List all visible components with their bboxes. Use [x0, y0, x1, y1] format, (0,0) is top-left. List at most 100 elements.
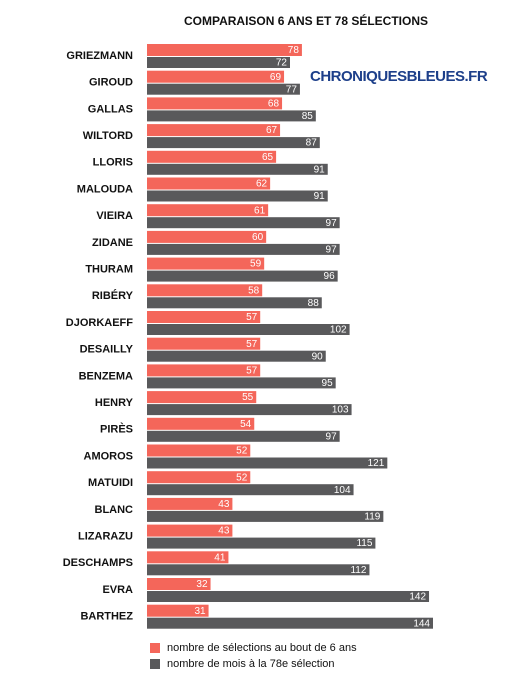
value-label: 91: [314, 191, 326, 202]
bar: [147, 44, 302, 56]
bar: [147, 311, 261, 323]
bar: [147, 364, 261, 377]
bar: [147, 537, 376, 549]
bar: [147, 444, 251, 457]
value-label: 41: [214, 552, 226, 563]
bar: [147, 337, 261, 350]
bar: [147, 471, 251, 484]
value-label: 52: [236, 472, 248, 483]
category-label: DESAILLY: [80, 344, 134, 356]
category-label: GIROUD: [89, 77, 133, 89]
bar: [147, 404, 352, 416]
value-label: 97: [326, 431, 338, 442]
category-label: PIRÈS: [100, 423, 133, 436]
value-label: 91: [314, 164, 326, 175]
value-label: 32: [196, 579, 208, 590]
bar: [147, 564, 370, 576]
bar: [147, 604, 209, 617]
category-label: BENZEMA: [79, 370, 133, 382]
value-label: 103: [332, 405, 349, 416]
bar: [147, 83, 300, 95]
value-label: 115: [356, 538, 372, 549]
bar: [147, 150, 277, 163]
value-label: 52: [236, 446, 248, 457]
value-label: 104: [334, 485, 351, 496]
legend-swatch: [150, 659, 160, 669]
bar: [147, 284, 263, 297]
category-label: EVRA: [102, 584, 133, 596]
value-label: 61: [254, 205, 266, 216]
bar: [147, 457, 388, 469]
bar: [147, 163, 328, 175]
value-label: 43: [218, 526, 230, 537]
bar: [147, 137, 320, 149]
value-label: 62: [256, 179, 268, 190]
bar: [147, 484, 354, 496]
value-label: 43: [218, 499, 230, 510]
legend-label: nombre de sélections au bout de 6 ans: [167, 642, 357, 654]
category-label: DESCHAMPS: [63, 557, 133, 569]
value-label: 31: [194, 606, 206, 617]
bar: [147, 497, 233, 510]
value-label: 77: [286, 84, 298, 95]
value-label: 88: [308, 298, 320, 309]
category-label: BLANC: [95, 504, 134, 516]
value-label: 57: [246, 339, 258, 350]
bar: [147, 617, 433, 629]
bar: [147, 524, 233, 537]
value-label: 65: [262, 152, 274, 163]
bar: [147, 297, 322, 309]
bar: [147, 551, 229, 564]
value-label: 97: [326, 218, 338, 229]
value-label: 57: [246, 312, 258, 323]
bar: [147, 350, 326, 362]
watermark: CHRONIQUESBLEUES.FR: [310, 68, 488, 85]
value-label: 87: [306, 138, 318, 149]
bar: [147, 70, 285, 83]
legend-label: nombre de mois à la 78e sélection: [167, 658, 335, 670]
bar: [147, 391, 257, 404]
category-label: RIBÉRY: [92, 289, 134, 302]
value-label: 96: [324, 271, 336, 282]
bar: [147, 270, 338, 282]
bar: [147, 204, 269, 217]
category-label: ZIDANE: [92, 237, 133, 249]
value-label: 69: [270, 72, 282, 83]
chart-title: COMPARAISON 6 ANS ET 78 SÉLECTIONS: [184, 13, 428, 28]
bar: [147, 124, 281, 137]
value-label: 112: [350, 565, 366, 576]
value-label: 102: [330, 325, 347, 336]
bar: [147, 190, 328, 202]
category-label: BARTHEZ: [80, 611, 133, 623]
category-label: LLORIS: [93, 157, 133, 169]
category-label: THURAM: [85, 264, 133, 276]
bar: [147, 417, 255, 430]
bar: [147, 230, 267, 243]
bar: [147, 243, 340, 255]
value-label: 67: [266, 125, 278, 136]
category-label: DJORKAEFF: [66, 317, 134, 329]
value-label: 97: [326, 245, 338, 256]
value-label: 57: [246, 366, 258, 377]
category-label: MALOUDA: [77, 183, 133, 195]
bar: [147, 324, 350, 335]
value-label: 142: [409, 592, 426, 603]
category-label: MATUIDI: [88, 477, 133, 489]
value-label: 95: [322, 378, 334, 389]
bar: [147, 430, 340, 442]
category-label: VIEIRA: [96, 210, 133, 222]
bar: [147, 217, 340, 229]
value-label: 85: [302, 111, 314, 122]
category-label: GRIEZMANN: [66, 50, 133, 62]
value-label: 54: [240, 419, 252, 430]
bar: [147, 177, 271, 190]
value-label: 121: [368, 458, 385, 469]
value-label: 60: [252, 232, 264, 243]
bar: [147, 578, 211, 590]
bar: [147, 97, 283, 110]
value-label: 68: [268, 99, 280, 110]
value-label: 144: [413, 618, 430, 629]
value-label: 78: [288, 45, 300, 56]
bar: [147, 257, 265, 270]
